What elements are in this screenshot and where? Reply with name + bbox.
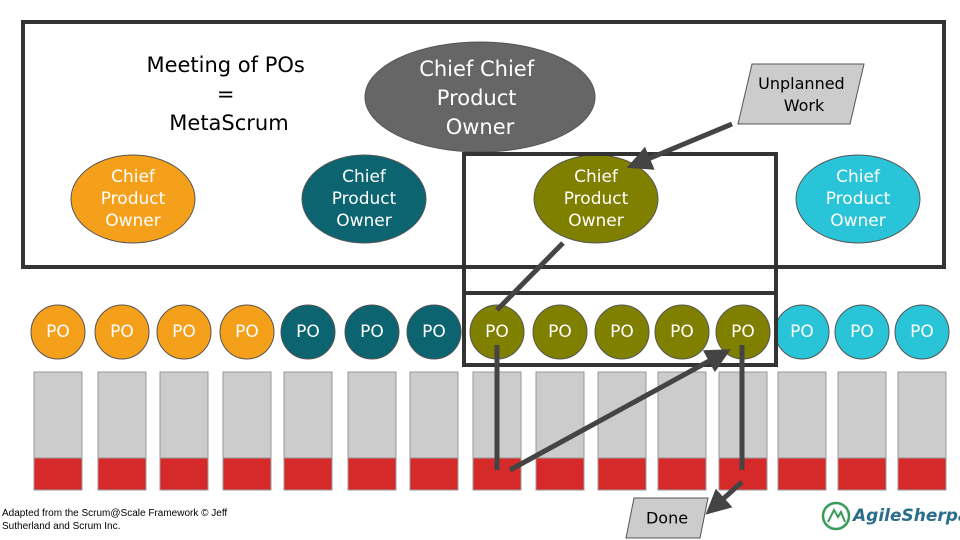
arrow xyxy=(626,121,733,170)
team-done xyxy=(657,457,707,491)
chief-po-line: Product xyxy=(826,189,891,209)
po-label: PO xyxy=(235,322,259,342)
po-label: PO xyxy=(110,322,134,342)
team-done xyxy=(33,457,83,491)
chief-chief-label: Chief Chief Product Owner xyxy=(419,57,541,139)
po-label: PO xyxy=(670,322,694,342)
po-circle xyxy=(594,304,650,360)
team-done xyxy=(837,457,887,491)
done-label: Done xyxy=(646,509,688,528)
chief-po-line: Chief xyxy=(836,167,881,187)
po-label: PO xyxy=(548,322,572,342)
metascrum-label: Meeting of POs = MetaScrum xyxy=(146,53,311,135)
chief-po-label: Chief Product Owner xyxy=(101,167,166,231)
arrows xyxy=(494,121,745,515)
footer: Adapted from the Scrum@Scale Framework ©… xyxy=(2,508,230,532)
po-label: PO xyxy=(910,322,934,342)
po-circle xyxy=(532,304,588,360)
arrow xyxy=(508,349,731,473)
team-done xyxy=(897,457,947,491)
chief-po-line: Owner xyxy=(105,211,161,231)
metascrum-box xyxy=(21,20,946,269)
team-done xyxy=(283,457,333,491)
chief-po-line: Chief xyxy=(342,167,387,187)
team-backlog xyxy=(597,371,647,459)
team-backlog xyxy=(283,371,333,459)
team-done xyxy=(409,457,459,491)
chief-po-line: Owner xyxy=(336,211,392,231)
team-done xyxy=(159,457,209,491)
chief-po-label: Chief Product Owner xyxy=(332,167,397,231)
po-circle xyxy=(894,304,950,360)
chief-po-line: Product xyxy=(332,189,397,209)
po-circle xyxy=(30,304,86,360)
po-label: PO xyxy=(422,322,446,342)
chief-po-line: Chief xyxy=(111,167,156,187)
done-shape xyxy=(625,497,709,539)
chief-po-line: Chief xyxy=(574,167,619,187)
logo: AgileSherpas xyxy=(851,506,960,526)
logo-icon xyxy=(827,507,846,523)
team-done xyxy=(777,457,827,491)
po-circle xyxy=(280,304,336,360)
team-backlog xyxy=(347,371,397,459)
po-circle xyxy=(406,304,462,360)
focus-box xyxy=(462,152,778,367)
chief-po-label: Chief Product Owner xyxy=(564,167,629,231)
chief-po-ellipse xyxy=(795,154,921,244)
po-circle xyxy=(219,304,275,360)
chief-po-line: Owner xyxy=(568,211,624,231)
po-circle xyxy=(94,304,150,360)
team-backlog xyxy=(777,371,827,459)
po-label: PO xyxy=(731,322,755,342)
chief-po-label: Chief Product Owner xyxy=(826,167,891,231)
po-label: PO xyxy=(46,322,70,342)
po-circle xyxy=(156,304,212,360)
team-backlog xyxy=(33,371,83,459)
unplanned-shape xyxy=(737,63,865,125)
po-label: PO xyxy=(790,322,814,342)
team-done xyxy=(347,457,397,491)
arrow xyxy=(495,241,565,312)
po-label: PO xyxy=(850,322,874,342)
team-done xyxy=(597,457,647,491)
chief-po-ellipse xyxy=(70,154,196,244)
arrow xyxy=(705,480,744,515)
chief-po-line: Product xyxy=(564,189,629,209)
po-circle xyxy=(344,304,400,360)
chief-po-line: Product xyxy=(101,189,166,209)
team-backlog xyxy=(222,371,272,459)
po-label: PO xyxy=(172,322,196,342)
po-circle xyxy=(654,304,710,360)
po-circle xyxy=(834,304,890,360)
po-label: PO xyxy=(485,322,509,342)
unplanned-label: Unplanned Work xyxy=(758,74,850,115)
po-label: PO xyxy=(296,322,320,342)
chief-po-line: Owner xyxy=(830,211,886,231)
team-backlog xyxy=(409,371,459,459)
team-done xyxy=(222,457,272,491)
chief-po-ellipse xyxy=(301,154,427,244)
team-backlog xyxy=(159,371,209,459)
po-label: PO xyxy=(360,322,384,342)
team-backlog xyxy=(837,371,887,459)
team-done xyxy=(97,457,147,491)
logo-icon xyxy=(821,501,851,531)
team-done xyxy=(535,457,585,491)
po-label: PO xyxy=(610,322,634,342)
team-backlog xyxy=(897,371,947,459)
team-backlog xyxy=(97,371,147,459)
